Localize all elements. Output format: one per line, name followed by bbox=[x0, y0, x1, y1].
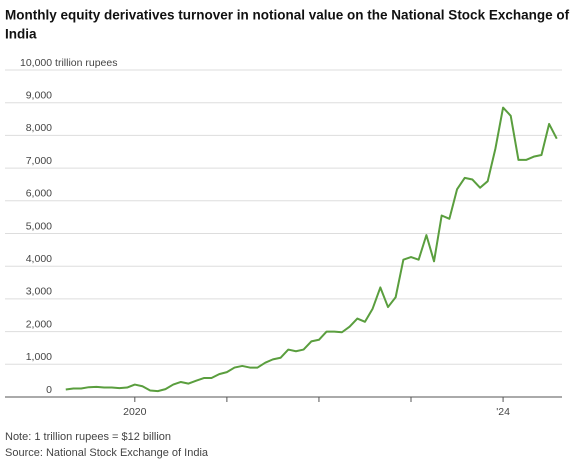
y-tick-label: 10,000 trillion rupees bbox=[20, 57, 117, 69]
y-tick-label: 4,000 bbox=[26, 253, 52, 265]
y-tick-label: 0 bbox=[46, 384, 52, 396]
line bbox=[65, 106, 558, 393]
source: Source: National Stock Exchange of India bbox=[5, 447, 209, 459]
y-tick-label: 7,000 bbox=[26, 155, 52, 167]
x-tick-label: 2020 bbox=[123, 406, 147, 418]
chart-title: India bbox=[5, 27, 37, 42]
x-tick-label: '24 bbox=[496, 406, 510, 418]
y-tick-label: 6,000 bbox=[26, 188, 52, 200]
y-tick-label: 3,000 bbox=[26, 286, 52, 298]
y-tick-label: 9,000 bbox=[26, 89, 52, 101]
y-tick-label: 2,000 bbox=[26, 318, 52, 330]
y-tick-label: 5,000 bbox=[26, 220, 52, 232]
note: Note: 1 trillion rupees = $12 billion bbox=[5, 431, 171, 443]
chart-title: Monthly equity derivatives turnover in n… bbox=[5, 8, 570, 23]
y-tick-label: 1,000 bbox=[26, 351, 52, 363]
y-tick-label: 8,000 bbox=[26, 122, 52, 134]
